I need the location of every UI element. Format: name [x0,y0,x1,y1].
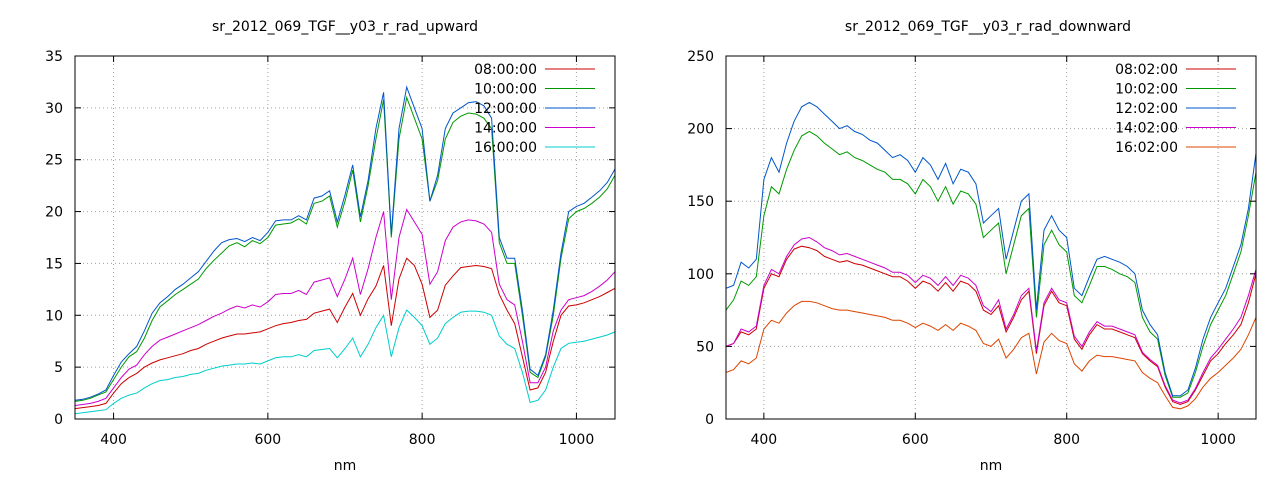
series-line [726,101,1256,397]
legend-label: 16:00:00 [474,140,537,156]
series-line [75,208,615,406]
legend-label: 12:00:00 [474,101,537,117]
plot-frame [74,55,616,420]
x-tick-label: 400 [750,432,777,448]
legend-label: 10:02:00 [1115,82,1178,98]
y-tick-label: 250 [687,49,714,65]
series-group [75,85,615,415]
series-line [726,236,1256,404]
y-tick-label: 50 [696,339,714,355]
plot-frame [725,55,1257,420]
series-line [726,130,1256,398]
x-tick-label: 600 [254,432,281,448]
y-tick-label: 100 [687,267,714,283]
y-tick-label: 10 [45,308,63,324]
y-tick-label: 0 [54,412,63,428]
x-tick-label: 1000 [559,432,595,448]
x-tick-label: 1000 [1200,432,1236,448]
x-tick-label: 400 [100,432,127,448]
chart-title: sr_2012_069_TGF__y03_r_rad_upward [212,19,478,35]
legend-label: 08:02:00 [1115,62,1178,78]
y-tick-label: 30 [45,101,63,117]
series-group [726,101,1256,410]
x-axis-label: nm [980,458,1003,474]
legend-label: 14:00:00 [474,121,537,137]
series-line [75,257,615,410]
chart-2: 400 600 800 1000 0 50 100 150 200 250 sr_2012_069_… [687,19,1257,474]
x-tick-label: 800 [1053,432,1080,448]
x-axis-label: nm [334,458,357,474]
chart-title: sr_2012_069_TGF__y03_r_rad_downward [845,19,1131,35]
legend-label: 12:02:00 [1115,101,1178,117]
legend-label: 16:02:00 [1115,140,1178,156]
y-tick-label: 5 [54,360,63,376]
series-line [75,309,615,415]
y-tick-label: 15 [45,256,63,272]
series-line [726,300,1256,410]
series-line [726,245,1256,406]
legend-label: 10:00:00 [474,82,537,98]
x-tick-label: 800 [409,432,436,448]
legend-label: 08:00:00 [474,62,537,78]
y-tick-label: 35 [45,49,63,65]
legend-label: 14:02:00 [1115,121,1178,137]
chart-1: 400 600 800 1000 0 5 10 15 20 25 30 35 sr_2012_069_T… [45,19,616,474]
y-tick-label: 20 [45,205,63,221]
x-tick-label: 600 [902,432,929,448]
y-tick-label: 25 [45,153,63,169]
series-line [75,85,615,401]
y-tick-label: 150 [687,194,714,210]
series-line [75,95,615,402]
y-tick-label: 200 [687,122,714,138]
y-tick-label: 0 [705,412,714,428]
